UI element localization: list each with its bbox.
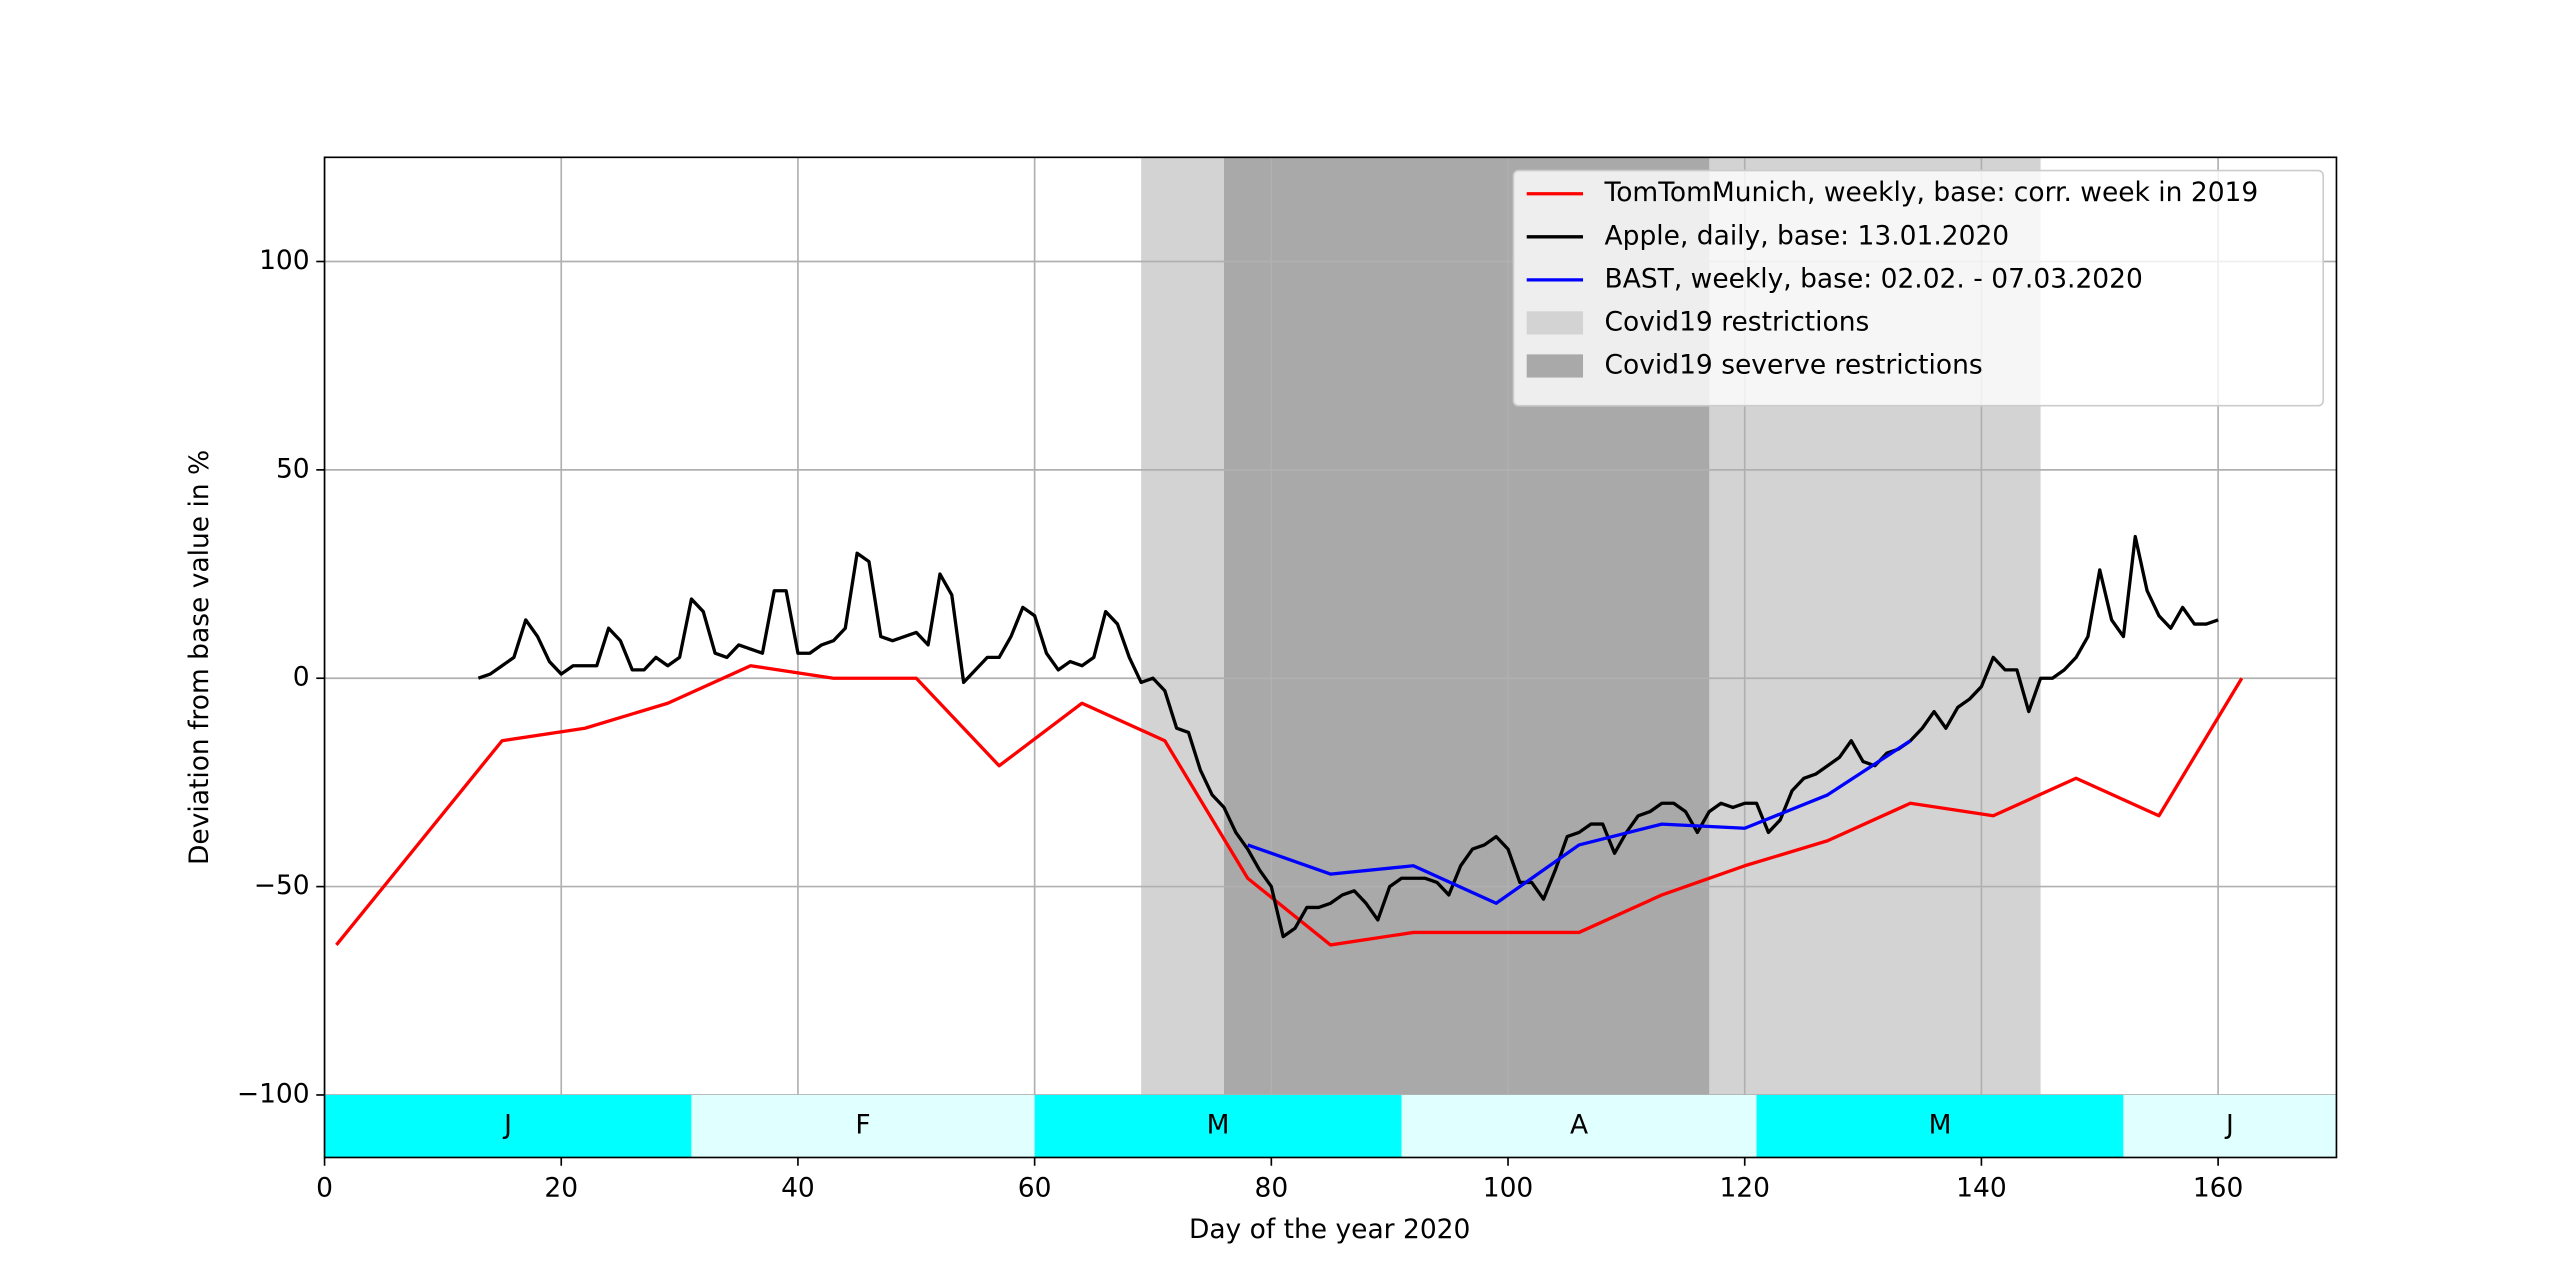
month-band (324, 1094, 692, 1158)
month-band (1756, 1094, 2124, 1158)
series-line (1247, 739, 1912, 905)
series-line (477, 534, 2219, 939)
x-axis-label: Day of the year 2020 (1189, 1214, 1470, 1245)
y-tick-label: −100 (237, 1078, 310, 1109)
x-tick-label: 0 (316, 1172, 333, 1203)
month-label: J (2224, 1110, 2234, 1141)
month-label: A (1570, 1110, 1588, 1141)
legend-label: Covid19 severve restrictions (1605, 349, 1983, 380)
series-line (335, 664, 2244, 947)
month-label: M (1929, 1110, 1952, 1141)
legend-label: Apple, daily, base: 13.01.2020 (1605, 220, 2010, 251)
legend-label: Covid19 restrictions (1605, 306, 1870, 337)
x-tick-label: 140 (1956, 1172, 2007, 1203)
legend-label: BAST, weekly, base: 02.02. - 07.03.2020 (1605, 263, 2143, 294)
y-tick-label: −50 (254, 870, 310, 901)
month-label: F (855, 1110, 870, 1141)
y-axis-label: Deviation from base value in % (184, 450, 215, 865)
legend-box (1512, 169, 2325, 407)
x-tick-label: 80 (1254, 1172, 1288, 1203)
legend-label: TomTomMunich, weekly, base: corr. week i… (1604, 177, 2259, 208)
month-band (1401, 1094, 1757, 1158)
y-tick-label: 50 (276, 453, 310, 484)
x-tick-label: 100 (1483, 1172, 1534, 1203)
plot-frame (323, 156, 2338, 1159)
legend-swatch (1526, 354, 1584, 378)
month-band (691, 1094, 1035, 1158)
x-tick-label: 60 (1018, 1172, 1052, 1203)
month-band (2123, 1094, 2337, 1158)
x-tick-label: 160 (2193, 1172, 2244, 1203)
x-tick-label: 40 (781, 1172, 815, 1203)
x-tick-label: 20 (544, 1172, 578, 1203)
legend-swatch (1526, 311, 1584, 335)
x-tick-label: 120 (1719, 1172, 1770, 1203)
month-label: J (502, 1110, 512, 1141)
month-band (1034, 1094, 1402, 1158)
month-label: M (1207, 1110, 1230, 1141)
y-tick-label: 0 (293, 662, 310, 693)
y-tick-label: 100 (259, 245, 310, 276)
legend: TomTomMunich, weekly, base: corr. week i… (1512, 169, 2325, 407)
